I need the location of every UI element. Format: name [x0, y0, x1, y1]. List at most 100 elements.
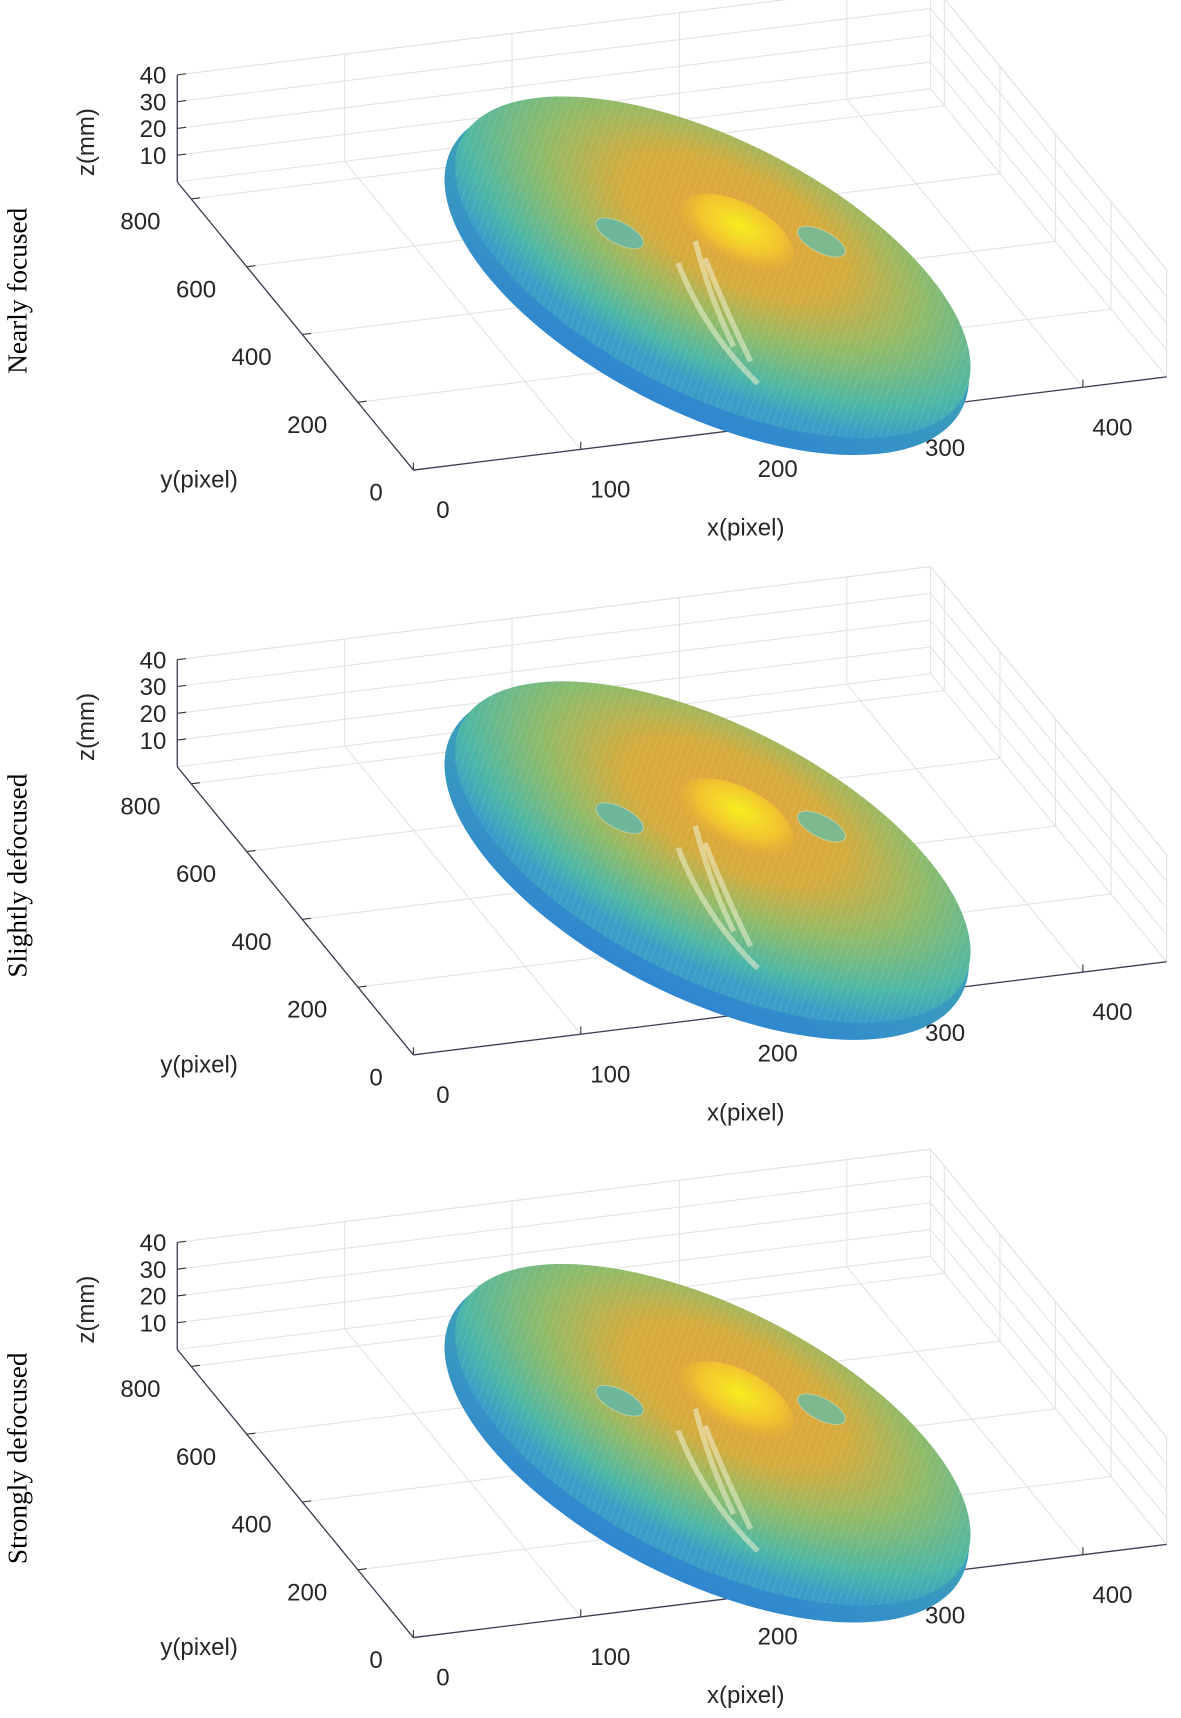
- right-eye: [797, 225, 846, 258]
- face-texture: [454, 681, 971, 1023]
- tick-mark: [246, 1432, 256, 1435]
- grid-line: [930, 592, 1168, 882]
- x-tick-label: 100: [590, 1644, 630, 1671]
- nose-ridge: [675, 1408, 760, 1553]
- tick-mark: [177, 1294, 187, 1297]
- grid-line: [177, 565, 931, 661]
- z-tick-label: 30: [140, 89, 167, 116]
- z-tick-label: 10: [140, 728, 167, 755]
- z-tick-label: 20: [140, 701, 167, 728]
- row-label: Strongly defocused: [2, 1352, 32, 1564]
- right-top: [944, 0, 1168, 271]
- grid-line: [930, 8, 1168, 297]
- x-tick-label: 200: [758, 1041, 798, 1068]
- left-eye: [595, 1384, 645, 1417]
- row-label: Nearly focused: [2, 207, 32, 373]
- y-axis: [176, 1349, 414, 1638]
- tick-mark: [177, 100, 187, 103]
- z-tick-label: 10: [140, 1310, 167, 1337]
- right-edge: [930, 1255, 1168, 1545]
- x-tick-label: 300: [925, 1020, 965, 1047]
- y-axis-label: y(pixel): [160, 1051, 237, 1078]
- y-tick-label: 200: [287, 997, 327, 1024]
- x-tick-label: 200: [758, 456, 798, 483]
- nose: [677, 193, 794, 276]
- grid-line: [177, 1202, 931, 1297]
- grid-line: [177, 0, 787, 76]
- grid-line: [177, 619, 931, 714]
- grid-line: [944, 0, 1168, 271]
- x-tick-label: 300: [925, 435, 965, 462]
- grid-line: [846, 683, 1084, 973]
- y-tick-label: 800: [120, 793, 160, 820]
- x-tick-label: 200: [758, 1623, 798, 1650]
- tick-mark: [191, 782, 200, 785]
- right-eye: [797, 810, 846, 843]
- grid-line: [177, 1175, 931, 1270]
- tick-mark: [191, 197, 200, 200]
- z-tick-label: 30: [140, 1257, 167, 1284]
- grid-line: [930, 1175, 1168, 1465]
- y-tick-label: 800: [120, 209, 160, 236]
- tick-mark: [177, 153, 187, 156]
- z-tick-label: 40: [140, 63, 167, 90]
- grid-line: [930, 646, 1168, 936]
- z-tick-label: 20: [140, 1284, 167, 1311]
- z-tick-label: 40: [140, 647, 167, 674]
- tick-mark: [177, 658, 187, 661]
- face-surface: [444, 96, 971, 456]
- left-eye: [595, 217, 645, 250]
- tick-mark: [302, 1500, 312, 1503]
- back-top: [177, 0, 787, 76]
- z-tick-label: 40: [140, 1230, 167, 1257]
- y-tick-label: 400: [232, 1512, 272, 1539]
- tick-mark: [302, 332, 312, 336]
- face-surface: [444, 1263, 971, 1623]
- z-tick-label: 10: [140, 143, 167, 170]
- grid-line: [930, 1202, 1168, 1492]
- y-tick-label: 600: [176, 861, 216, 888]
- grid-line: [846, 1266, 1084, 1556]
- tick-mark: [302, 917, 312, 920]
- grid-line: [930, 1148, 1168, 1438]
- x-tick-label: 100: [590, 476, 630, 503]
- right-edge: [930, 88, 1168, 378]
- x-tick-label: 0: [436, 1082, 449, 1109]
- face-texture: [454, 1263, 971, 1606]
- grid-line: [177, 34, 931, 129]
- z-tick-label: 30: [140, 674, 167, 701]
- x-tick-label: 100: [590, 1061, 630, 1088]
- tick-mark: [177, 684, 187, 688]
- tick-mark: [177, 1240, 187, 1243]
- face-texture: [454, 96, 971, 438]
- x-tick-label: 0: [436, 497, 449, 524]
- nose-ridge: [675, 240, 760, 386]
- row-label: Slightly defocused: [2, 773, 32, 977]
- grid-line: [930, 1229, 1168, 1518]
- grid-line: [930, 61, 1168, 351]
- grid-line: [177, 7, 931, 103]
- grid-line: [930, 34, 1168, 324]
- y-axis-label: y(pixel): [160, 467, 237, 494]
- nose: [677, 1361, 794, 1444]
- z-axis-label: z(mm): [73, 1276, 100, 1344]
- right-eye: [797, 1393, 846, 1426]
- grid-line: [344, 1328, 582, 1618]
- right-edge: [930, 673, 1168, 963]
- tick-mark: [357, 985, 367, 988]
- face-surface: [444, 681, 971, 1040]
- tick-mark: [177, 73, 187, 76]
- y-tick-label: 400: [232, 929, 272, 956]
- tick-mark: [246, 849, 256, 853]
- x-tick-label: 0: [436, 1665, 449, 1692]
- grid-line: [344, 160, 582, 450]
- y-axis-label: y(pixel): [160, 1634, 237, 1661]
- y-tick-label: 0: [369, 480, 382, 507]
- x-tick-label: 400: [1092, 1582, 1132, 1609]
- x-axis-label: x(pixel): [707, 515, 784, 542]
- grid-line: [930, 619, 1168, 909]
- nose-ridge: [675, 825, 760, 971]
